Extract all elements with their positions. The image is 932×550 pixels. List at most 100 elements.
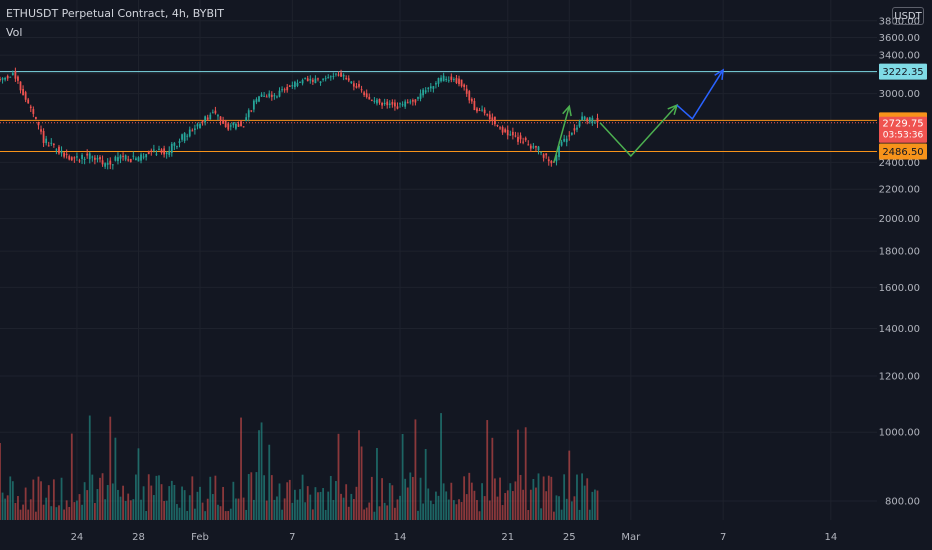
volume-indicator-label[interactable]: Vol	[6, 26, 23, 39]
candle-body	[160, 149, 163, 153]
volume-bar	[481, 483, 483, 520]
candle-body	[596, 117, 599, 123]
candle-body	[42, 131, 45, 143]
candle-body	[1, 78, 4, 80]
candle-body	[22, 89, 24, 96]
volume-bar	[547, 475, 550, 520]
volume-bar	[394, 507, 396, 520]
volume-bar	[383, 502, 386, 520]
candle-body	[70, 157, 73, 161]
volume-bar	[576, 474, 578, 520]
volume-bar	[447, 499, 450, 520]
candle-body	[452, 79, 455, 81]
candle-body	[109, 160, 112, 165]
candle-body	[158, 148, 160, 150]
candle-body	[591, 117, 594, 124]
candle-body	[214, 110, 217, 114]
volume-bar	[432, 504, 435, 520]
candle-body	[196, 124, 199, 127]
volume-bar	[424, 449, 427, 520]
candle-body	[145, 154, 148, 158]
candle-body	[106, 162, 109, 165]
candle-body	[183, 133, 186, 142]
candle-body	[373, 100, 376, 102]
candle-body	[381, 102, 383, 106]
candle-body	[83, 158, 86, 160]
volume-bar	[486, 420, 489, 520]
projection-path	[553, 106, 571, 163]
volume-bar	[381, 478, 383, 520]
volume-bar	[414, 419, 417, 520]
volume-bar	[170, 480, 173, 520]
volume-bar	[199, 486, 201, 520]
price-tick-label: 1000.00	[879, 428, 920, 439]
time-axis[interactable]: 24 28 Feb 7 14 21 25 Mar 7 14	[0, 520, 877, 550]
candle-body	[406, 102, 409, 104]
volume-bar	[391, 485, 394, 520]
volume-bar	[19, 509, 22, 520]
candle-body	[455, 78, 458, 84]
price-tick-label: 1200.00	[879, 372, 920, 383]
candle-body	[581, 116, 583, 121]
volume-bar	[70, 433, 73, 520]
volume-bar	[360, 446, 363, 520]
volume-bar	[337, 433, 340, 520]
volume-bar	[340, 493, 342, 520]
volume-bar	[83, 482, 86, 520]
volume-bar	[245, 509, 248, 520]
volume-bar	[219, 506, 222, 520]
projection-drawings[interactable]	[553, 68, 725, 163]
volume-bar	[247, 474, 250, 520]
volume-bar	[73, 502, 76, 520]
volume-bar	[124, 501, 127, 520]
volume-bar	[591, 491, 594, 520]
candle-body	[265, 96, 268, 98]
volume-bar	[150, 485, 153, 520]
candle-body	[186, 135, 189, 137]
candle-body	[317, 78, 319, 80]
candle-body	[473, 100, 476, 111]
price-axis[interactable]: 800.00 1000.00 1200.00 1400.00 1600.00 1800.0…	[877, 0, 932, 550]
volume-bar	[135, 474, 137, 520]
candle-body	[309, 78, 312, 81]
volume-bar	[322, 488, 325, 520]
candle-body	[445, 78, 448, 81]
volume-bar	[578, 509, 581, 520]
candle-body	[517, 136, 519, 142]
volume-bar	[276, 496, 278, 520]
volume-bar	[476, 500, 478, 520]
volume-bar	[396, 499, 399, 520]
volume-bar	[540, 508, 542, 520]
volume-bar	[501, 505, 504, 520]
volume-bar	[329, 475, 332, 520]
candle-body	[340, 72, 342, 77]
volume-bar	[93, 503, 96, 520]
volume-bar	[560, 509, 563, 520]
volume-bar	[550, 476, 553, 520]
volume-bar	[99, 477, 101, 520]
volume-bar	[155, 475, 158, 520]
volume-bar	[581, 473, 583, 520]
volume-bar	[586, 478, 589, 520]
candle-body	[168, 150, 171, 155]
volume-bar	[417, 510, 419, 520]
candle-body	[342, 74, 345, 77]
candle-body	[411, 100, 414, 102]
candle-body	[14, 71, 17, 79]
candle-body	[0, 78, 1, 81]
volume-bar	[527, 510, 530, 520]
candle-body	[358, 84, 360, 87]
volume-bar	[440, 413, 442, 520]
volume-bar	[514, 481, 517, 520]
currency-button[interactable]: USDT	[892, 7, 924, 25]
candle-body	[355, 86, 358, 88]
volume-bar	[470, 482, 473, 520]
volume-bar	[127, 493, 130, 520]
volume-bar	[68, 506, 71, 520]
volume-bar	[17, 496, 19, 520]
volume-bar	[42, 504, 45, 520]
volume-bar	[278, 483, 281, 520]
volume-bar	[563, 474, 566, 520]
candle-body	[388, 103, 391, 106]
